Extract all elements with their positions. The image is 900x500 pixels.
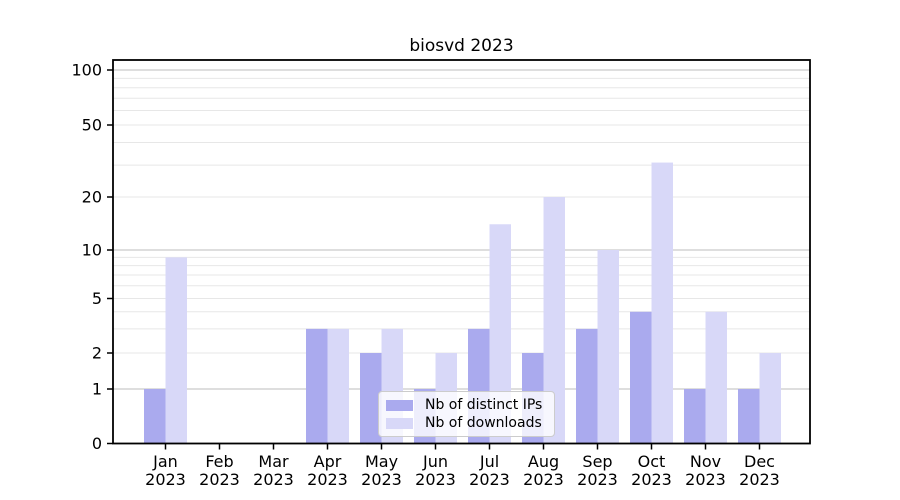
x-tick-label-year: 2023 — [253, 470, 294, 489]
x-tick-label-month: Dec — [744, 452, 775, 471]
y-tick-label: 0 — [92, 434, 102, 453]
x-tick-label-month: Nov — [690, 452, 721, 471]
x-tick-label-month: Aug — [528, 452, 559, 471]
bar-distinct-ips-sep — [576, 328, 598, 444]
bar-downloads-apr — [327, 328, 349, 444]
bar-distinct-ips-jan — [144, 389, 166, 444]
bar-distinct-ips-oct — [630, 311, 652, 444]
y-tick-label: 100 — [71, 61, 102, 80]
chart-title: biosvd 2023 — [409, 36, 514, 56]
x-tick-label-month: Feb — [205, 452, 233, 471]
y-tick-label: 10 — [82, 241, 102, 260]
bar-downloads-sep — [597, 250, 619, 444]
bar-downloads-dec — [759, 353, 781, 444]
x-tick-label-year: 2023 — [415, 470, 456, 489]
y-tick-label: 50 — [82, 116, 102, 135]
x-tick-label-month: Jan — [152, 452, 178, 471]
x-tick-label-year: 2023 — [685, 470, 726, 489]
bar-distinct-ips-nov — [684, 389, 706, 444]
axes-frame — [112, 59, 811, 445]
x-tick-label-month: Oct — [638, 452, 666, 471]
x-tick-label-month: Apr — [314, 452, 342, 471]
x-tick-label-year: 2023 — [631, 470, 672, 489]
x-tick-label-month: Jun — [422, 452, 448, 471]
x-tick-label-year: 2023 — [469, 470, 510, 489]
legend-label-distinct-ips: Nb of distinct IPs — [425, 397, 543, 413]
legend-swatch-downloads-icon — [386, 417, 413, 429]
bar-downloads-jul — [489, 224, 511, 444]
bar-downloads-jan — [165, 257, 187, 444]
bar-downloads-nov — [705, 311, 727, 444]
x-tick-label-year: 2023 — [523, 470, 564, 489]
y-tick-label: 1 — [92, 380, 102, 399]
x-tick-label-year: 2023 — [577, 470, 618, 489]
y-tick-label: 2 — [92, 344, 102, 363]
x-tick-label-year: 2023 — [361, 470, 402, 489]
x-tick-label-year: 2023 — [145, 470, 186, 489]
x-tick-label-year: 2023 — [739, 470, 780, 489]
x-tick-label-month: May — [365, 452, 398, 471]
y-tick-label: 20 — [82, 188, 102, 207]
bar-distinct-ips-apr — [306, 328, 328, 444]
bar-downloads-oct — [651, 162, 673, 444]
bar-distinct-ips-may — [360, 353, 382, 444]
legend-item-downloads: Nb of downloads — [386, 415, 542, 431]
x-tick-label-month: Sep — [582, 452, 612, 471]
x-tick-label-year: 2023 — [307, 470, 348, 489]
x-tick-label-month: Jul — [479, 452, 499, 471]
y-tick-label: 5 — [92, 289, 102, 308]
x-tick-label-year: 2023 — [199, 470, 240, 489]
legend-swatch-distinct-ips-icon — [386, 399, 413, 411]
legend: Nb of distinct IPs Nb of downloads — [378, 391, 556, 437]
legend-label-downloads: Nb of downloads — [425, 415, 542, 431]
legend-item-distinct-ips: Nb of distinct IPs — [386, 397, 542, 413]
bar-downloads-aug — [543, 197, 565, 444]
x-tick-label-month: Mar — [258, 452, 289, 471]
bar-distinct-ips-dec — [738, 389, 760, 444]
